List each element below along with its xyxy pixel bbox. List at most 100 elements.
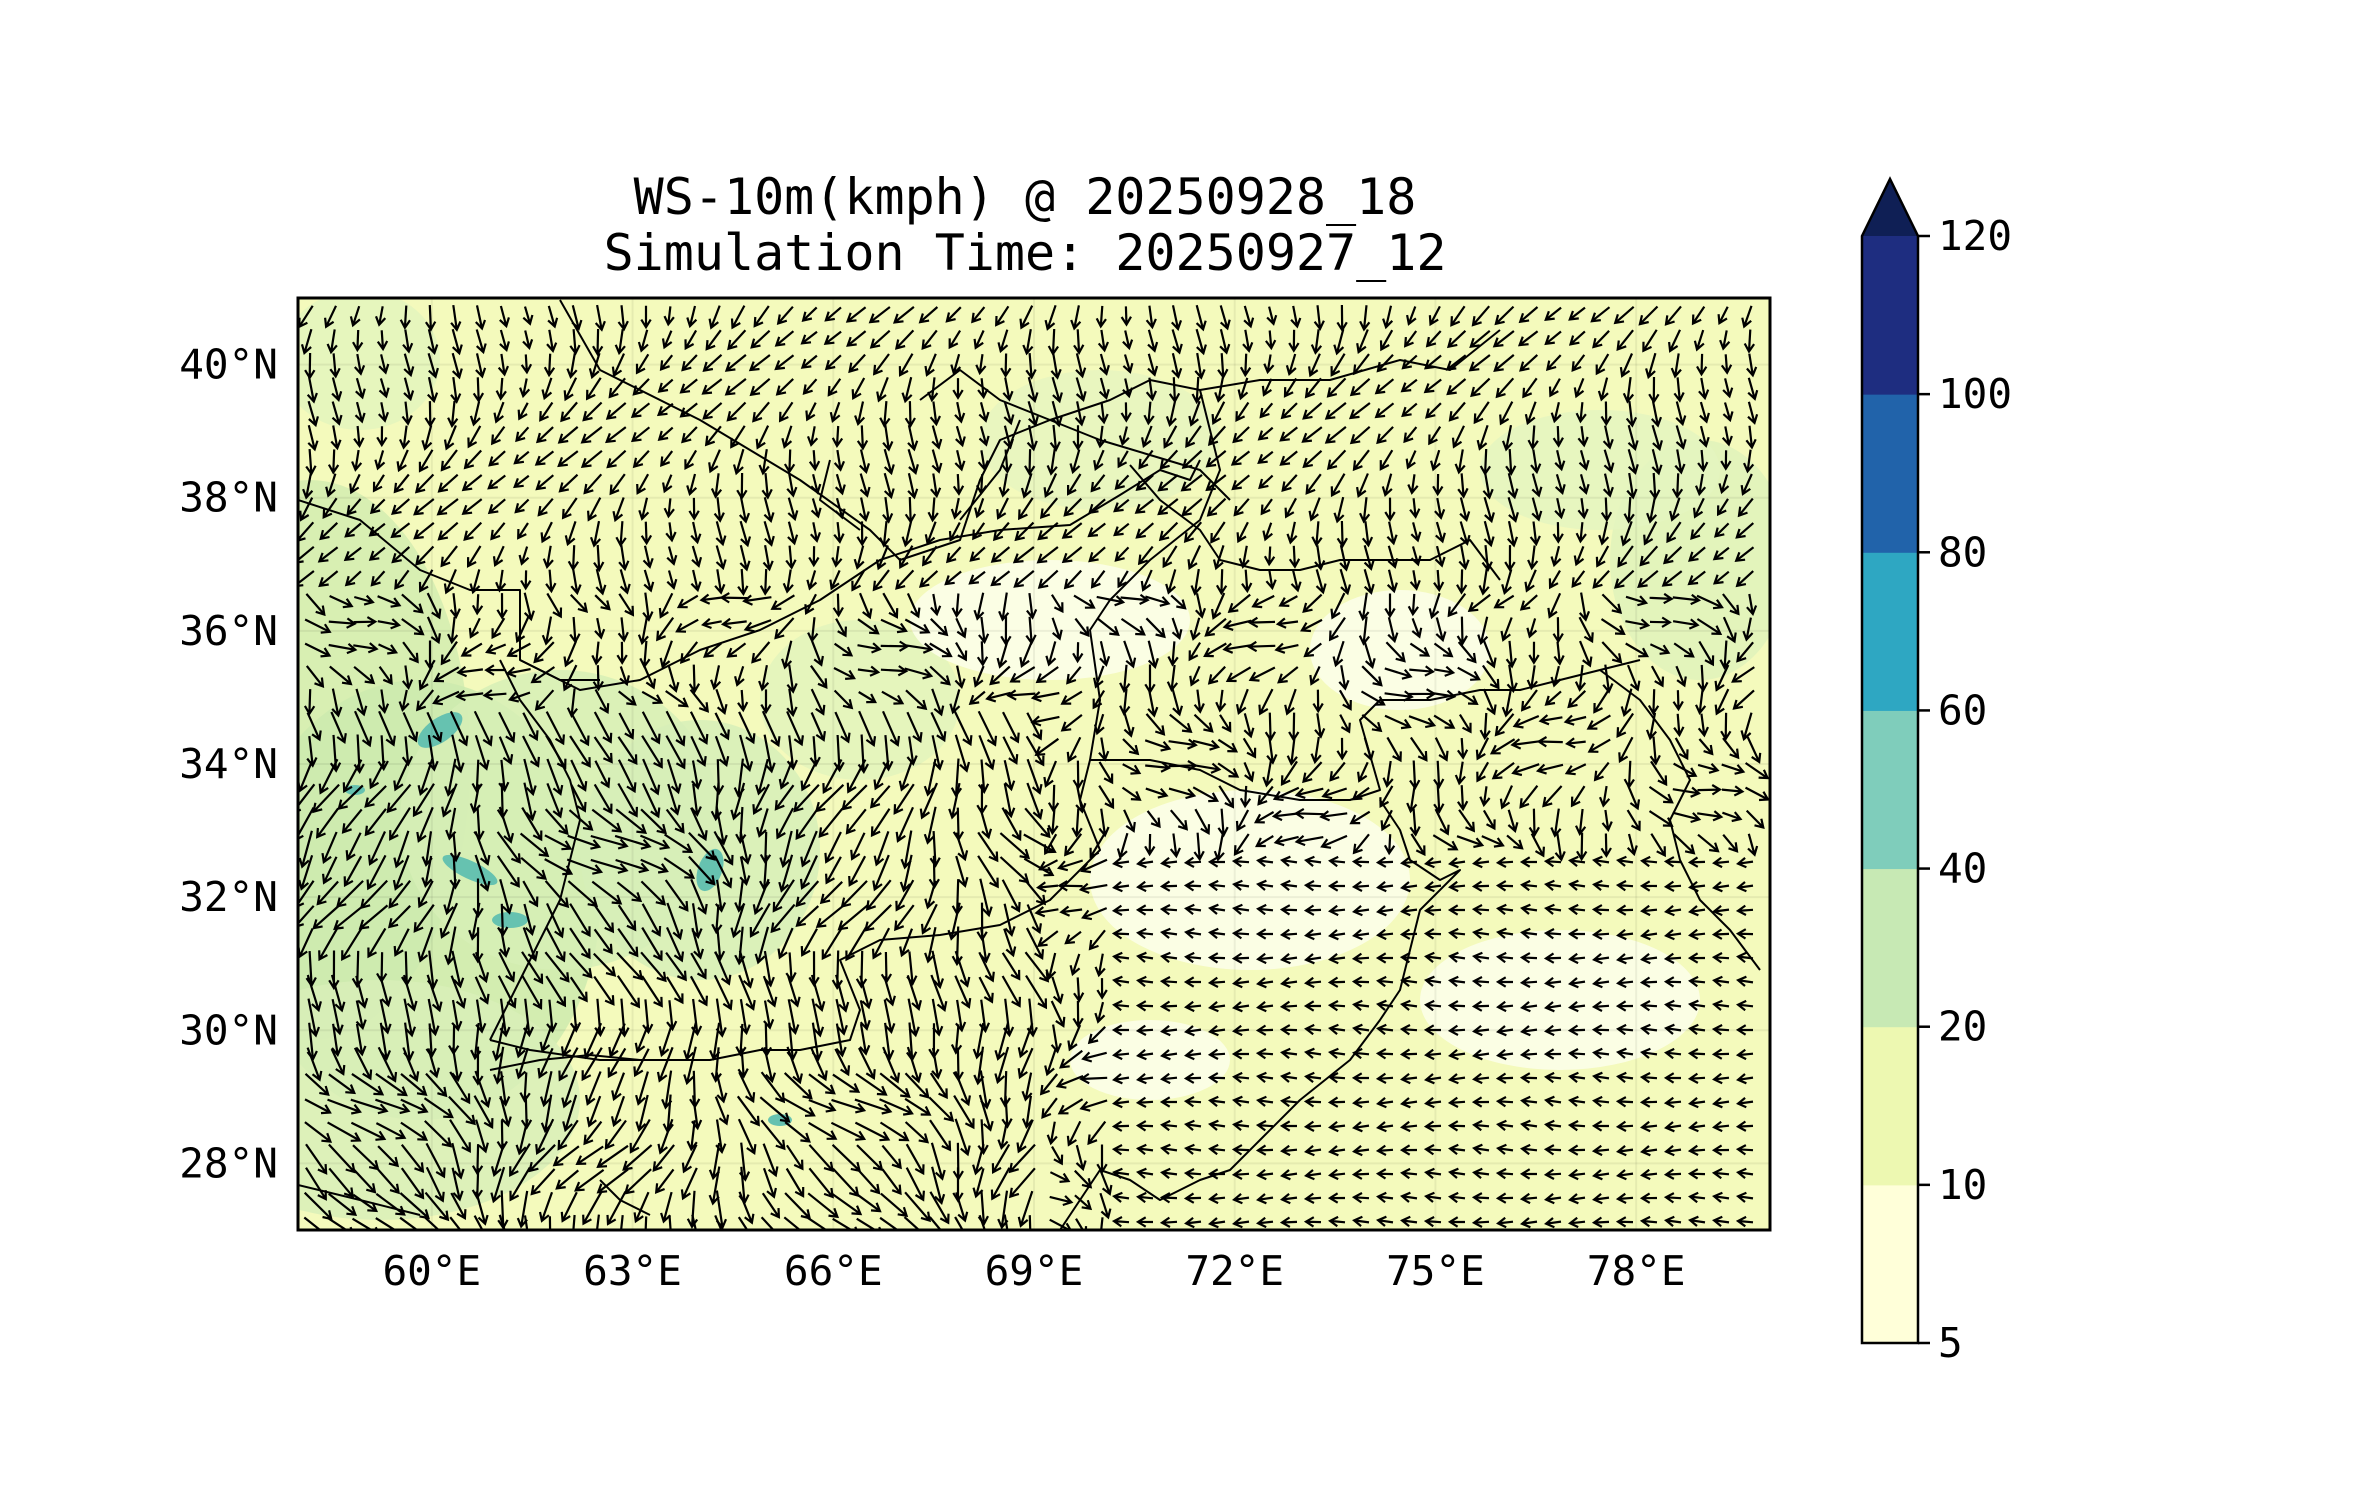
wind-arrow <box>569 735 591 768</box>
colorbar-segment <box>1862 1026 1918 1186</box>
wind-arrow <box>1279 904 1298 916</box>
wind-arrow <box>1256 1095 1274 1107</box>
wind-arrow <box>353 353 366 376</box>
wind-arrow <box>663 306 675 327</box>
wind-arrow <box>341 808 363 834</box>
wind-arrow <box>1136 880 1154 893</box>
wind-arrow <box>1499 785 1514 810</box>
wind-arrow <box>1664 1047 1682 1060</box>
wind-arrow <box>1122 330 1134 351</box>
wind-arrow <box>1027 376 1039 404</box>
wind-arrow <box>1046 1121 1058 1146</box>
wind-arrow <box>1285 353 1297 377</box>
wind-arrow <box>1304 1047 1322 1059</box>
wind-arrow <box>1328 1215 1346 1228</box>
wind-arrow <box>418 569 434 593</box>
wind-arrow <box>417 926 434 963</box>
wind-arrow <box>1348 402 1371 420</box>
wind-arrow <box>424 1191 450 1222</box>
wind-arrow <box>800 928 818 957</box>
wind-arrow <box>1183 521 1203 544</box>
wind-arrow <box>1045 641 1057 667</box>
wind-arrow <box>1147 353 1159 377</box>
wind-arrow <box>824 831 842 864</box>
lon-tick-label: 78°E <box>1587 1247 1686 1295</box>
wind-arrow <box>1207 952 1226 964</box>
wind-arrow <box>571 305 583 331</box>
wind-arrow <box>498 951 516 983</box>
wind-arrow <box>1520 689 1538 712</box>
wind-arrow <box>950 353 962 376</box>
wind-arrow <box>1492 330 1515 348</box>
wind-arrow <box>490 1166 506 1204</box>
wind-arrow <box>461 474 483 492</box>
wind-arrow <box>665 808 685 834</box>
wind-arrow <box>761 710 781 748</box>
wind-arrow <box>675 618 699 633</box>
wind-arrow <box>355 1023 367 1057</box>
wind-arrow <box>1495 976 1514 988</box>
wind-arrow <box>977 831 999 863</box>
wind-arrow <box>1066 666 1082 685</box>
wind-arrow <box>977 450 989 472</box>
wind-arrow <box>1542 785 1563 808</box>
wind-arrow <box>1026 904 1042 935</box>
wind-arrow <box>1207 665 1226 685</box>
wind-arrow <box>520 570 532 591</box>
wind-arrow <box>1543 928 1562 940</box>
wind-arrow <box>1568 1001 1586 1013</box>
wind-arrow <box>1184 903 1202 915</box>
wind-arrow <box>1218 785 1235 809</box>
wind-arrow <box>882 592 899 619</box>
wind-arrow <box>1168 787 1197 800</box>
wind-arrow <box>1578 450 1590 471</box>
wind-arrow <box>918 570 939 588</box>
wind-arrow <box>668 1215 672 1230</box>
wind-arrow <box>1352 1145 1370 1157</box>
wind-arrow <box>691 1214 697 1230</box>
wind-arrow <box>968 690 986 706</box>
wind-arrow <box>343 855 363 888</box>
wind-arrow <box>1050 594 1064 614</box>
wind-arrow <box>1113 498 1130 513</box>
wind-arrow <box>743 619 772 633</box>
wind-arrow <box>326 329 338 355</box>
wind-arrow <box>1672 690 1684 712</box>
wind-arrow <box>415 545 435 566</box>
wind-arrow <box>1351 880 1370 892</box>
wind-arrow <box>353 425 365 448</box>
wind-arrow <box>331 401 343 426</box>
wind-arrow <box>1458 809 1476 833</box>
wind-arrow <box>684 329 698 351</box>
wind-arrow <box>1650 400 1663 428</box>
wind-arrow <box>566 688 578 719</box>
wind-arrow <box>499 928 511 958</box>
wind-arrow <box>1518 306 1539 324</box>
map-plot-area <box>298 298 1770 1230</box>
wind-arrow <box>807 617 819 643</box>
wind-arrow <box>1171 353 1183 379</box>
wind-arrow <box>831 425 844 449</box>
wind-arrow <box>1482 688 1497 716</box>
wind-arrow <box>739 734 754 773</box>
wind-arrow <box>1074 1194 1093 1211</box>
wind-arrow <box>1483 496 1495 524</box>
wind-arrow <box>1448 1073 1466 1085</box>
wind-arrow <box>1434 737 1449 762</box>
wind-arrow <box>872 854 890 892</box>
wind-arrow <box>827 378 842 397</box>
wind-arrow <box>1280 855 1298 867</box>
wind-arrow <box>450 304 462 332</box>
wind-arrow <box>416 806 434 843</box>
wind-arrow <box>1448 857 1466 869</box>
wind-arrow <box>1097 329 1110 353</box>
wind-arrow <box>1064 930 1082 945</box>
wind-arrow <box>954 950 971 988</box>
wind-arrow <box>523 592 535 622</box>
wind-arrow <box>1117 570 1129 589</box>
wind-arrow <box>1575 808 1587 837</box>
wind-arrow <box>375 1217 405 1230</box>
wind-arrow <box>593 711 613 744</box>
wind-arrow <box>972 1168 985 1199</box>
wind-arrow <box>1123 713 1135 738</box>
